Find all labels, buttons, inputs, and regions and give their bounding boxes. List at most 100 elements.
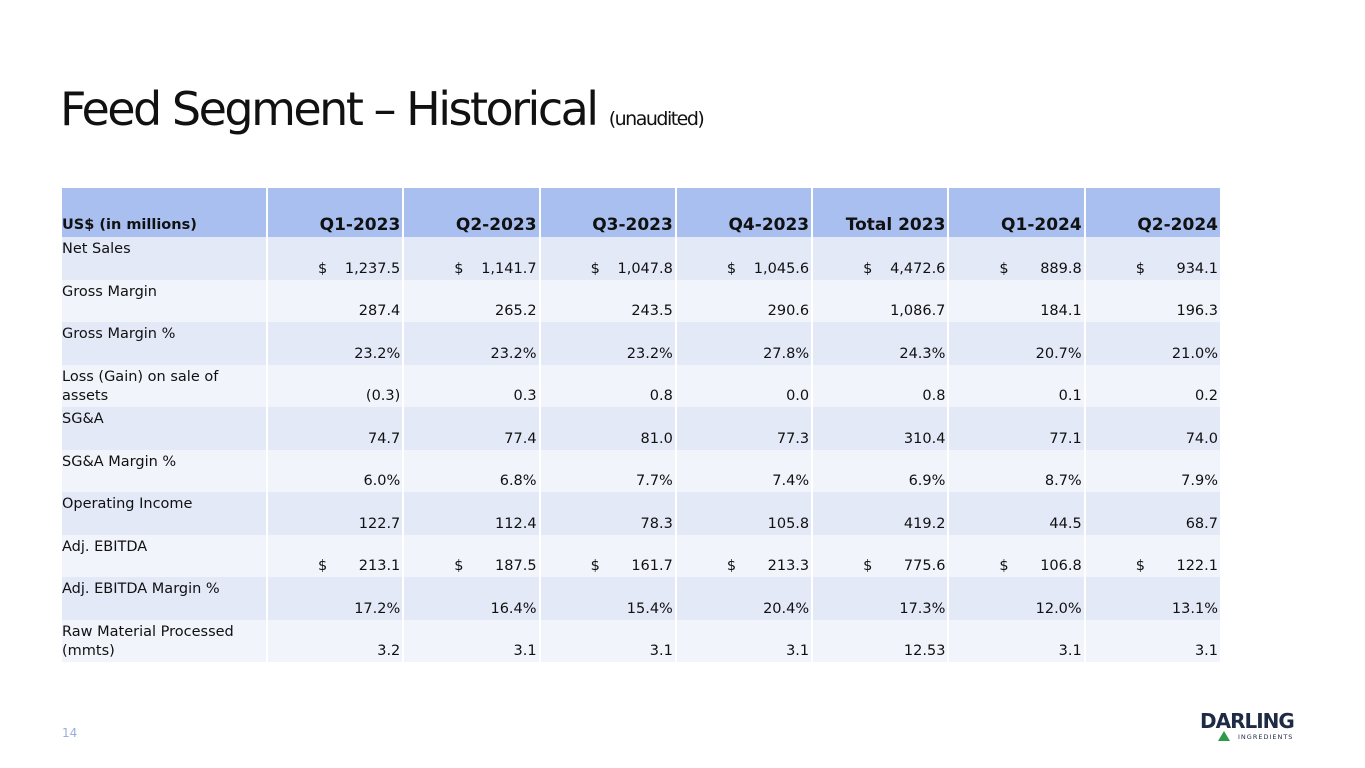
- value: 290.6: [767, 303, 810, 319]
- value-cell: $213.1: [268, 534, 403, 577]
- row-label: Net Sales: [62, 237, 266, 280]
- value-cell: 3.1: [1085, 619, 1220, 662]
- value: 161.7: [631, 558, 673, 574]
- value: 0.8: [922, 388, 946, 404]
- value: 17.2%: [354, 600, 401, 617]
- value: 775.6: [903, 558, 946, 574]
- value-cell: 23.2%: [268, 322, 403, 365]
- column-header: Q1-2023: [268, 188, 403, 237]
- value-cell: 17.2%: [268, 577, 403, 620]
- row-label: Adj. EBITDA: [62, 534, 266, 577]
- value: 1,237.5: [344, 260, 401, 277]
- value-cell: 0.8: [813, 364, 948, 407]
- column-header: Q3-2023: [540, 188, 675, 237]
- currency-symbol: $: [1135, 260, 1145, 277]
- value: 12.53: [903, 643, 946, 659]
- value-cell: $161.7: [540, 534, 675, 577]
- value-cell: 78.3: [540, 492, 675, 535]
- value-cell: 6.8%: [404, 449, 539, 492]
- value: 68.7: [1185, 515, 1218, 532]
- value: 213.3: [767, 558, 810, 574]
- currency-symbol: $: [590, 260, 600, 277]
- column-header: Q1-2024: [949, 188, 1084, 237]
- value: 0.3: [513, 388, 537, 404]
- value-cell: $122.1: [1085, 534, 1220, 577]
- value-cell: 74.7: [268, 407, 403, 450]
- column-header: Q2-2023: [404, 188, 539, 237]
- value: 889.8: [1040, 260, 1082, 277]
- row-label: Loss (Gain) on sale of assets: [62, 364, 266, 407]
- slide-title: Feed Segment – Historical (unaudited): [60, 82, 705, 136]
- value-cell: 27.8%: [676, 322, 812, 365]
- currency-symbol: $: [454, 260, 464, 277]
- row-label: Operating Income: [62, 492, 266, 535]
- value-cell: 23.2%: [404, 322, 539, 365]
- value: 0.8: [649, 388, 673, 404]
- value-cell: 74.0: [1085, 407, 1220, 450]
- value-cell: 290.6: [676, 279, 812, 322]
- row-label: Gross Margin: [62, 279, 266, 322]
- value-cell: $775.6: [813, 534, 948, 577]
- value: 15.4%: [626, 600, 673, 617]
- value-cell: $213.3: [676, 534, 812, 577]
- value-cell: 15.4%: [540, 577, 675, 620]
- page-number: 14: [62, 726, 78, 740]
- logo-name: DARLING: [1200, 710, 1294, 733]
- value: 23.2%: [626, 345, 673, 362]
- value: 23.2%: [490, 345, 537, 362]
- value-cell: 21.0%: [1085, 322, 1220, 365]
- value: (0.3): [365, 388, 401, 404]
- value: 78.3: [640, 515, 673, 532]
- row-label: SG&A Margin %: [62, 449, 266, 492]
- value: 77.4: [504, 430, 537, 447]
- value: 7.9%: [1181, 473, 1218, 489]
- value: 21.0%: [1171, 345, 1218, 362]
- value: 184.1: [1040, 303, 1082, 319]
- value-cell: 3.1: [676, 619, 812, 662]
- value: 4,472.6: [890, 260, 946, 277]
- value: 6.9%: [908, 473, 946, 489]
- column-header: Q4-2023: [676, 188, 812, 237]
- value-cell: 105.8: [676, 492, 812, 535]
- value-cell: 265.2: [404, 279, 539, 322]
- value: 0.2: [1194, 388, 1218, 404]
- value-cell: 23.2%: [540, 322, 675, 365]
- row-label: Raw Material Processed (mmts): [62, 619, 266, 662]
- value: 243.5: [631, 303, 673, 319]
- value-cell: 6.9%: [813, 449, 948, 492]
- value: 20.4%: [763, 600, 810, 617]
- value-cell: 1,086.7: [813, 279, 948, 322]
- column-header: Q2-2024: [1085, 188, 1220, 237]
- value: 0.1: [1058, 388, 1082, 404]
- value-cell: 196.3: [1085, 279, 1220, 322]
- value: 13.1%: [1171, 600, 1218, 617]
- value-cell: 7.9%: [1085, 449, 1220, 492]
- logo: DARLING INGREDIENTS: [1200, 710, 1295, 741]
- value-cell: 20.4%: [676, 577, 812, 620]
- title: Feed Segment – Historical: [60, 82, 599, 136]
- value-cell: 77.1: [949, 407, 1084, 450]
- currency-symbol: $: [863, 558, 873, 574]
- currency-symbol: $: [726, 558, 737, 574]
- value: 310.4: [903, 430, 946, 447]
- value: 122.7: [358, 515, 401, 532]
- value: 16.4%: [490, 600, 537, 617]
- value-cell: 44.5: [949, 492, 1084, 535]
- value: 1,086.7: [890, 303, 946, 319]
- logo-leaf: [1218, 731, 1230, 741]
- value: 105.8: [767, 515, 810, 532]
- logo-sub: INGREDIENTS: [1238, 733, 1293, 741]
- value: 81.0: [640, 430, 673, 447]
- value-cell: 81.0: [540, 407, 675, 450]
- currency-symbol: $: [318, 260, 328, 277]
- value-cell: 122.7: [268, 492, 403, 535]
- value-cell: (0.3): [268, 364, 403, 407]
- value-cell: $934.1: [1085, 237, 1220, 280]
- value: 1,045.6: [753, 260, 810, 277]
- currency-symbol: $: [999, 558, 1009, 574]
- value-cell: 310.4: [813, 407, 948, 450]
- column-header: US$ (in millions): [62, 188, 266, 237]
- value: 3.2: [377, 643, 401, 659]
- value: 196.3: [1176, 303, 1218, 319]
